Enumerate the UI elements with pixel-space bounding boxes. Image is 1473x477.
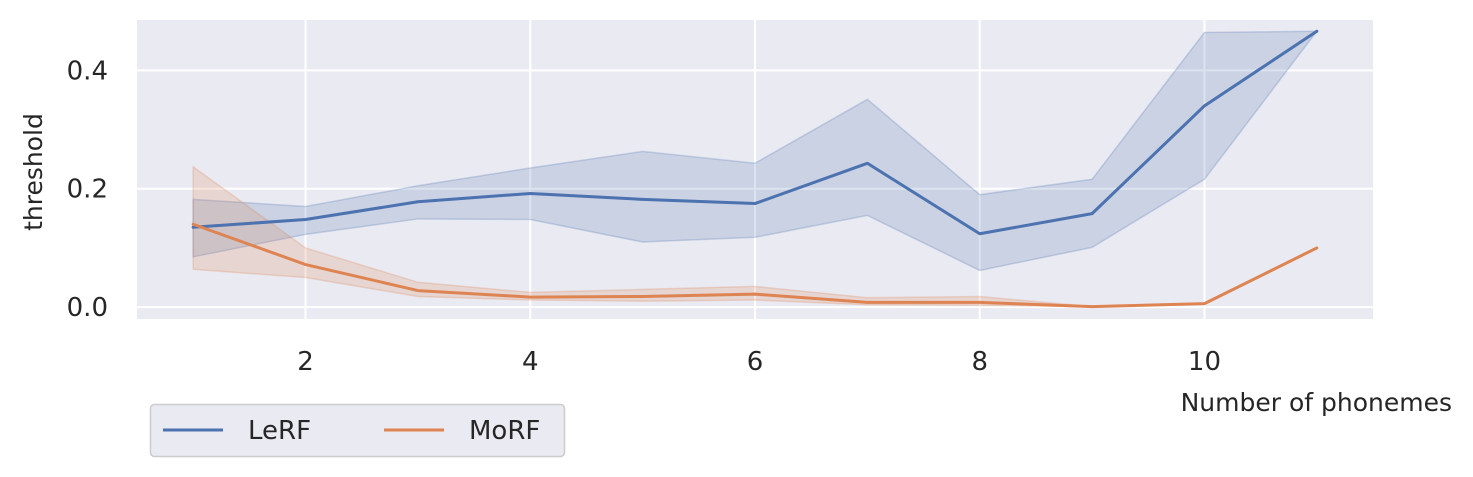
legend-box bbox=[149, 403, 566, 458]
lerf-confidence-band bbox=[192, 30, 1319, 272]
x-tick-label: 8 bbox=[971, 347, 988, 377]
x-tick-labels: 2 4 6 8 10 bbox=[297, 347, 1221, 377]
x-tick-label: 2 bbox=[297, 347, 314, 377]
x-axis-label: Number of phonemes bbox=[1181, 388, 1452, 417]
x-tick-label: 4 bbox=[522, 347, 539, 377]
series-lines bbox=[191, 29, 1319, 309]
y-tick-label: 0.2 bbox=[67, 175, 108, 205]
legend: LeRF MoRF bbox=[149, 403, 566, 458]
y-axis-label: threshold bbox=[19, 113, 48, 231]
lerf-line bbox=[191, 29, 1319, 236]
morf-line bbox=[191, 222, 1319, 309]
x-tick-label: 10 bbox=[1188, 347, 1221, 377]
grid-lines bbox=[137, 20, 1373, 319]
y-tick-labels: 0.0 0.2 0.4 bbox=[67, 56, 108, 323]
legend-label-lerf: LeRF bbox=[248, 416, 311, 446]
x-tick-label: 6 bbox=[747, 347, 764, 377]
y-tick-label: 0.0 bbox=[67, 293, 108, 323]
y-tick-label: 0.4 bbox=[67, 56, 108, 86]
legend-label-morf: MoRF bbox=[469, 416, 540, 446]
